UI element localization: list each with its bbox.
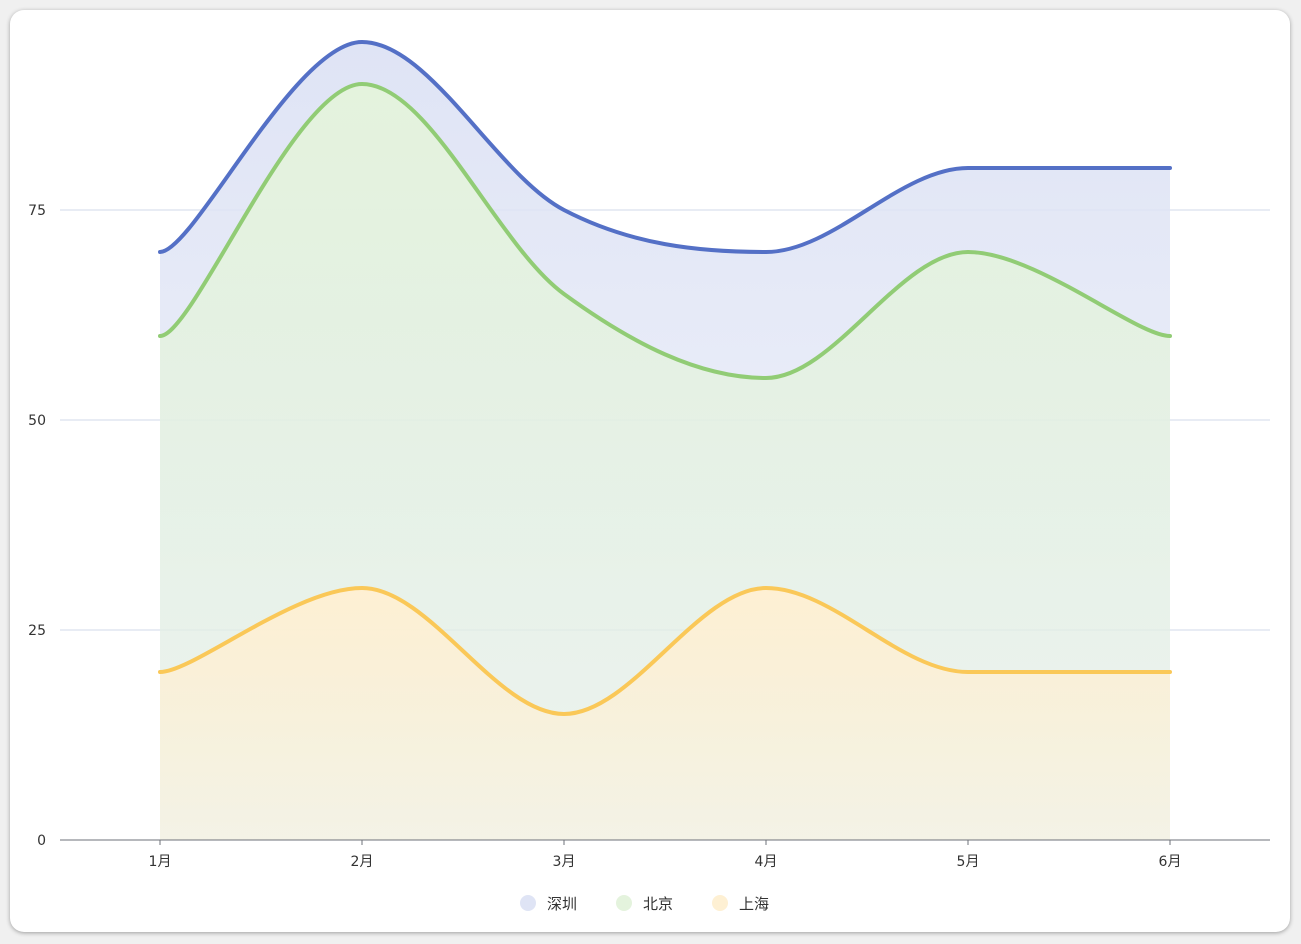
legend-item-2[interactable]: 上海 bbox=[712, 895, 769, 913]
area-chart: 0 25 50 75 1月 2月 3月 4月 5月 6月 深圳 北京 上海 bbox=[28, 40, 1270, 913]
chart-card: 0 25 50 75 1月 2月 3月 4月 5月 6月 深圳 北京 上海 bbox=[10, 10, 1290, 932]
legend-label: 上海 bbox=[739, 895, 769, 913]
x-tick-label: 6月 bbox=[1159, 854, 1182, 870]
legend-swatch bbox=[712, 895, 728, 911]
legend-swatch bbox=[520, 895, 536, 911]
x-tick-label: 3月 bbox=[553, 854, 576, 870]
series-lines bbox=[158, 40, 1172, 716]
series-line-0 bbox=[158, 40, 1172, 254]
legend-swatch bbox=[616, 895, 632, 911]
legend-label: 深圳 bbox=[547, 895, 577, 913]
x-axis-ticks: 1月 2月 3月 4月 5月 6月 bbox=[149, 840, 1182, 870]
y-tick-label: 75 bbox=[28, 203, 46, 219]
y-axis-ticks: 0 25 50 75 bbox=[28, 203, 46, 849]
legend-item-1[interactable]: 北京 bbox=[616, 895, 673, 913]
legend-label: 北京 bbox=[643, 895, 673, 913]
legend: 深圳 北京 上海 bbox=[520, 895, 769, 913]
y-tick-label: 0 bbox=[37, 833, 46, 849]
series-line-2 bbox=[158, 586, 1172, 716]
x-tick-label: 5月 bbox=[957, 854, 980, 870]
legend-item-0[interactable]: 深圳 bbox=[520, 895, 577, 913]
series-areas bbox=[160, 42, 1170, 840]
y-tick-label: 50 bbox=[28, 413, 46, 429]
x-tick-label: 2月 bbox=[351, 854, 374, 870]
x-tick-label: 1月 bbox=[149, 854, 172, 870]
series-area-2 bbox=[160, 588, 1170, 840]
x-tick-label: 4月 bbox=[755, 854, 778, 870]
y-tick-label: 25 bbox=[28, 623, 46, 639]
series-line-1 bbox=[158, 82, 1172, 380]
